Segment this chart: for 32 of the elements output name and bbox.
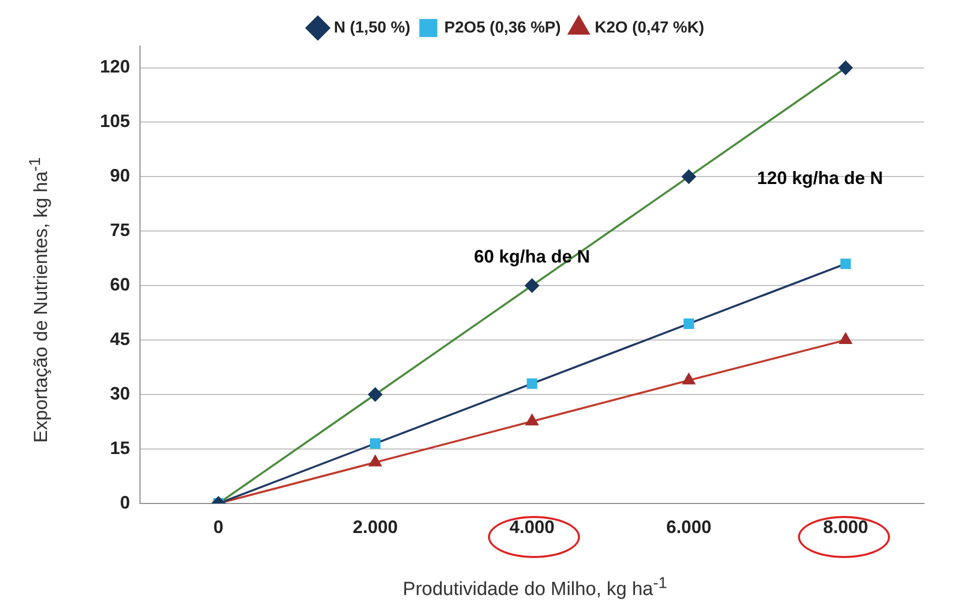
- y-tick-label: 30: [110, 383, 130, 404]
- point: [526, 414, 538, 426]
- x-tick-label: 0: [213, 517, 224, 538]
- point: [368, 387, 382, 402]
- x-tick-label: 4.000: [509, 517, 555, 538]
- y-tick-label: 75: [110, 220, 130, 240]
- y-tick-label: 60: [110, 274, 130, 295]
- x-axis-title: Produtividade do Milho, kg ha$^{-1}$: [402, 574, 668, 602]
- point: [839, 333, 852, 344]
- point: [526, 378, 538, 389]
- point: [370, 438, 380, 449]
- y-tick-label: 45: [110, 329, 130, 350]
- annotation: 120 kg/ha de N: [757, 168, 884, 189]
- y-tick-label: 105: [100, 111, 130, 132]
- point: [838, 60, 853, 75]
- point: [525, 278, 540, 293]
- y-tick-label: 90: [110, 166, 130, 186]
- annotation: 60 kg/ha de N: [474, 246, 590, 267]
- x-tick-label: 2.000: [352, 517, 398, 538]
- y-tick-label: 0: [120, 492, 130, 512]
- y-tick-label: 120: [100, 56, 130, 77]
- point: [682, 373, 696, 384]
- point: [840, 258, 851, 270]
- legend-label: K2O (0,47 %K): [594, 19, 704, 36]
- x-tick-label: 6.000: [666, 517, 712, 538]
- point: [684, 318, 694, 329]
- point: [369, 455, 382, 466]
- legend-label: N (1,50 %): [334, 19, 410, 36]
- point: [682, 170, 696, 184]
- x-tick-label: 8.000: [823, 517, 868, 538]
- legend-label: P2O5 (0,36 %P): [444, 19, 561, 36]
- y-tick-label: 15: [110, 438, 130, 458]
